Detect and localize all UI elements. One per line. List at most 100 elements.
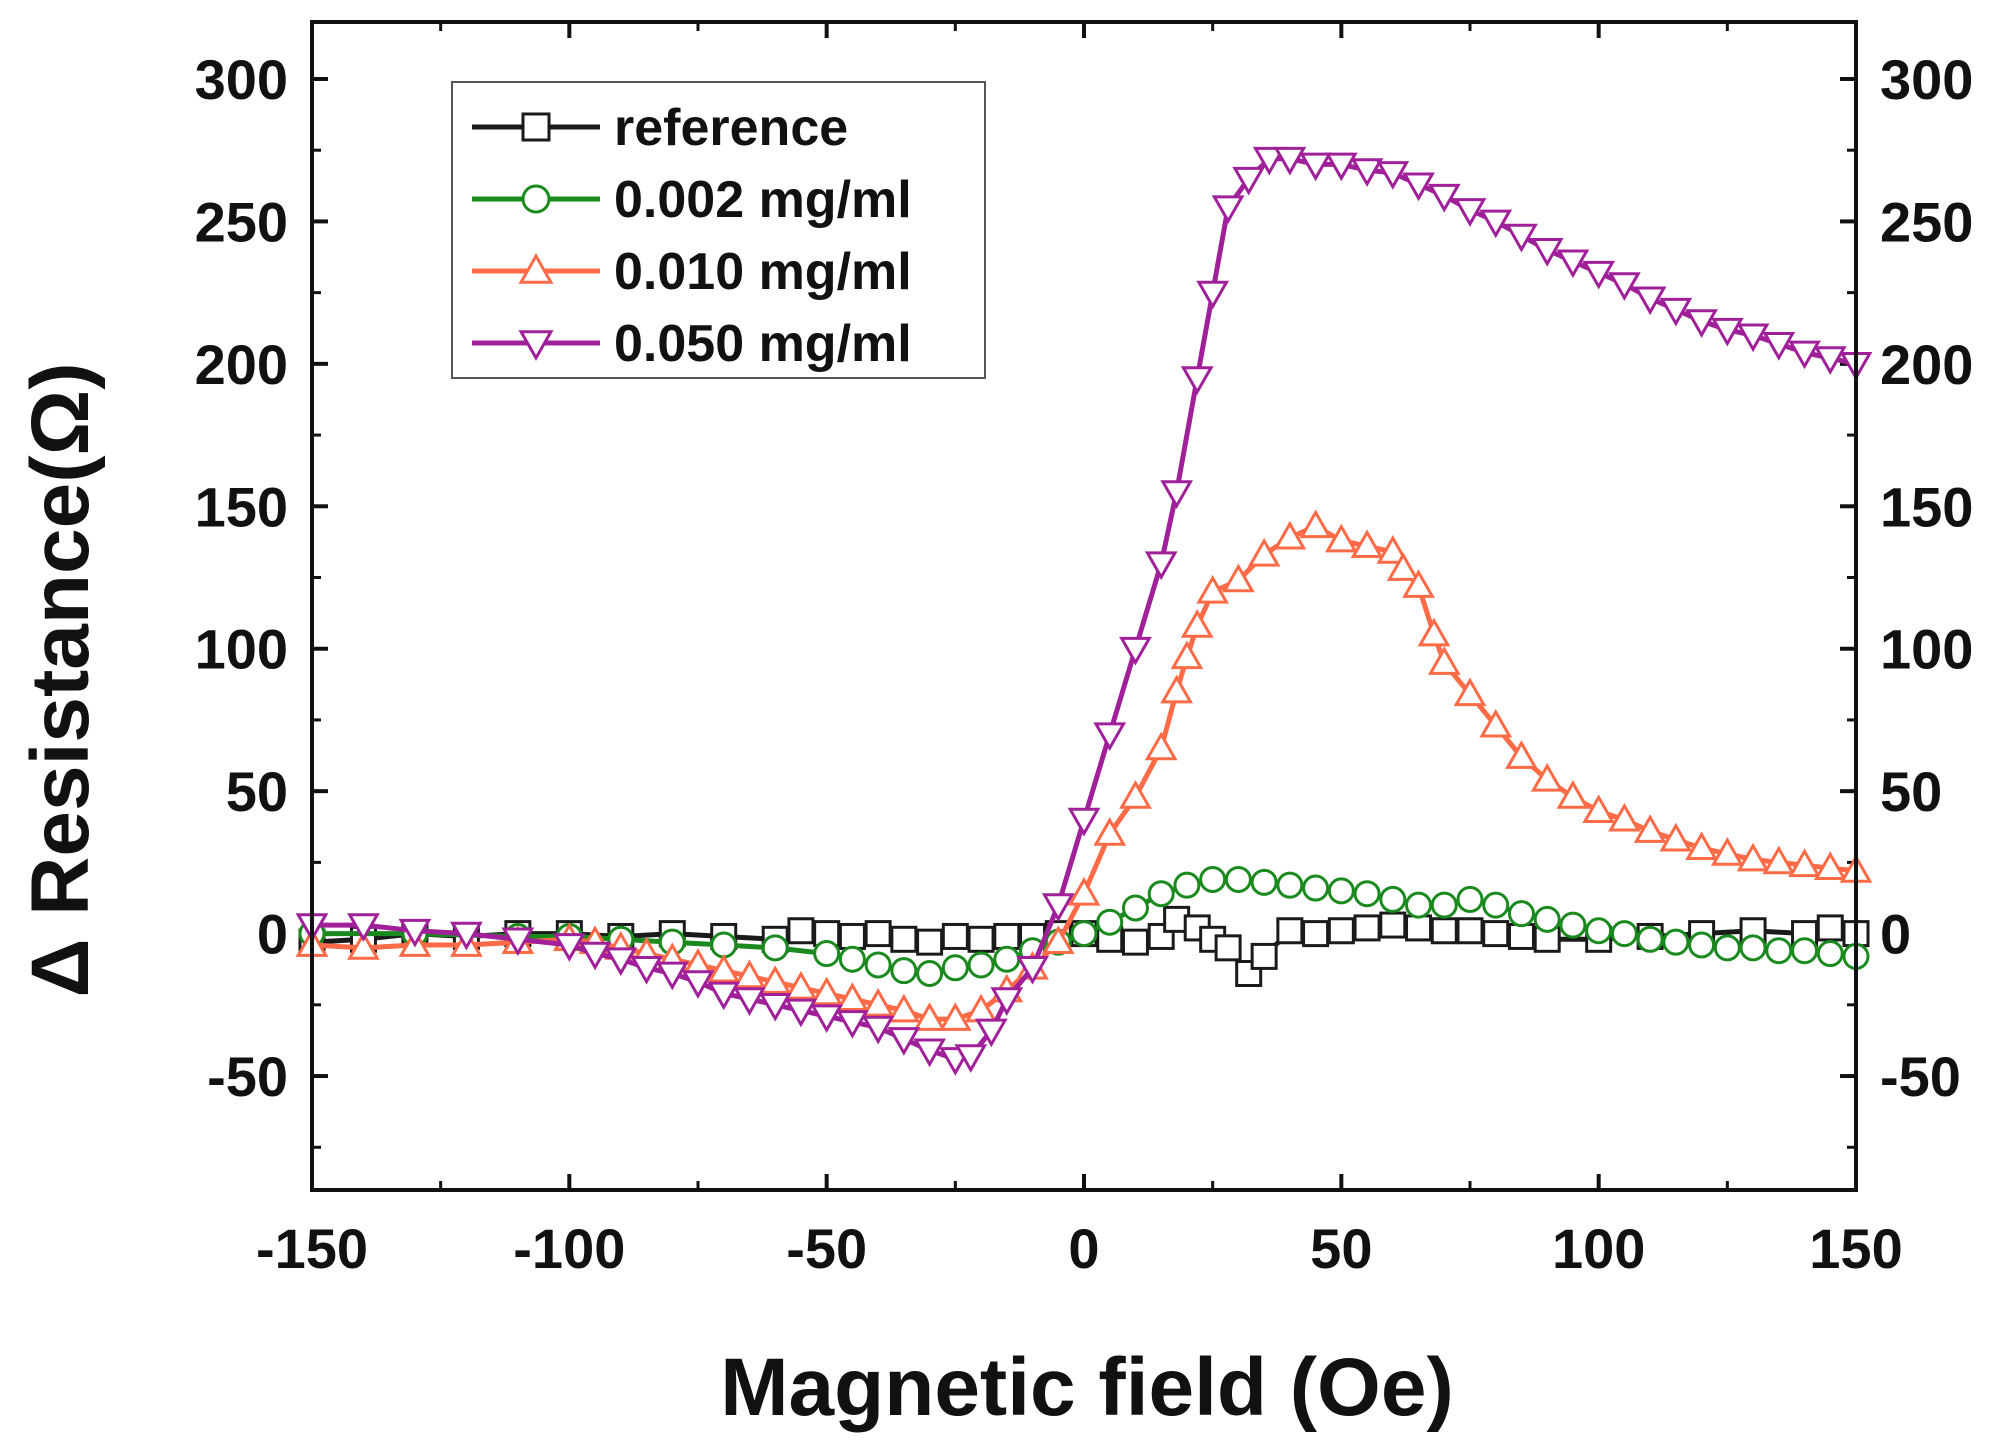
data-point bbox=[1685, 309, 1718, 338]
data-point bbox=[1327, 877, 1355, 905]
legend-marker bbox=[521, 184, 551, 214]
data-point bbox=[1353, 880, 1381, 908]
data-point bbox=[861, 988, 895, 1017]
x-tick-label: 150 bbox=[1809, 1217, 1902, 1280]
series-3 bbox=[295, 146, 1873, 1076]
data-point bbox=[1386, 552, 1420, 581]
x-tick-label: 0 bbox=[1068, 1217, 1099, 1280]
data-point bbox=[1685, 831, 1718, 860]
data-point bbox=[1350, 158, 1384, 187]
data-point bbox=[1121, 894, 1149, 922]
y-tick-label-right: 300 bbox=[1880, 48, 1973, 111]
data-point bbox=[758, 965, 792, 994]
data-point bbox=[1813, 851, 1847, 880]
data-point bbox=[1180, 366, 1214, 395]
legend-entry-1: 0.002 mg/ml bbox=[472, 171, 912, 229]
data-point bbox=[1739, 934, 1767, 962]
data-point bbox=[1659, 822, 1693, 852]
data-point bbox=[1324, 152, 1358, 182]
y-tick-label-left: -50 bbox=[207, 1045, 288, 1108]
data-point bbox=[864, 920, 892, 948]
data-point bbox=[1067, 807, 1101, 837]
data-point bbox=[861, 1015, 895, 1045]
legend-label: 0.010 mg/ml bbox=[614, 243, 912, 301]
data-point bbox=[1456, 885, 1484, 913]
data-point bbox=[1067, 876, 1101, 906]
data-point bbox=[1196, 574, 1230, 604]
data-point bbox=[1211, 195, 1245, 224]
series-2 bbox=[295, 509, 1873, 1031]
data-point bbox=[1402, 172, 1435, 202]
data-point bbox=[1710, 317, 1744, 347]
y-tick-label-left: 300 bbox=[195, 48, 288, 111]
data-point bbox=[887, 1027, 921, 1056]
data-point bbox=[864, 951, 892, 979]
data-point bbox=[1816, 940, 1844, 968]
data-point bbox=[1713, 934, 1741, 962]
y-tick-label-left: 50 bbox=[226, 760, 288, 823]
data-point bbox=[1353, 914, 1381, 942]
data-point bbox=[993, 922, 1021, 950]
data-point bbox=[1608, 802, 1641, 832]
data-point bbox=[1170, 640, 1204, 670]
data-point bbox=[604, 947, 638, 977]
data-point bbox=[1610, 920, 1638, 948]
data-point bbox=[1453, 677, 1487, 707]
data-point bbox=[1585, 917, 1613, 945]
data-point bbox=[1505, 223, 1538, 253]
data-point bbox=[450, 921, 483, 951]
data-point bbox=[1093, 722, 1127, 752]
y-tick-labels-left: -50 0 50 100 150 200 250 300 bbox=[195, 48, 288, 1108]
data-point bbox=[1762, 332, 1796, 361]
data-point bbox=[1736, 323, 1770, 353]
data-point bbox=[838, 945, 866, 973]
data-point bbox=[1788, 848, 1821, 878]
data-point bbox=[974, 1018, 1008, 1048]
data-point bbox=[1144, 551, 1178, 581]
data-point bbox=[938, 1002, 972, 1031]
data-point bbox=[1791, 937, 1819, 965]
data-point bbox=[1482, 891, 1510, 919]
plot-frame bbox=[310, 20, 1858, 1192]
data-point bbox=[1376, 161, 1410, 190]
y-tick-label-right: 200 bbox=[1880, 333, 1973, 396]
data-point bbox=[1402, 569, 1435, 598]
data-point bbox=[733, 959, 766, 989]
data-point bbox=[1662, 928, 1690, 956]
data-point bbox=[501, 927, 535, 957]
data-point bbox=[758, 992, 792, 1022]
data-point bbox=[1417, 617, 1451, 647]
data-point bbox=[347, 913, 380, 942]
data-point bbox=[990, 987, 1024, 1016]
data-point bbox=[1252, 146, 1286, 176]
data-point bbox=[1482, 920, 1510, 948]
y-tick-label-right: 150 bbox=[1880, 475, 1973, 538]
data-point bbox=[1379, 911, 1407, 939]
data-point bbox=[941, 922, 969, 950]
data-point bbox=[1232, 166, 1266, 196]
data-point bbox=[707, 953, 741, 983]
x-tick-labels: -150 -100 -50 0 50 100 150 bbox=[256, 1217, 1903, 1280]
y-tick-labels-right: -50 0 50 100 150 200 250 300 bbox=[1880, 48, 1973, 1108]
data-point bbox=[887, 993, 921, 1023]
legend-entry-2: 0.010 mg/ml bbox=[472, 243, 912, 301]
data-point bbox=[1302, 874, 1330, 902]
data-point bbox=[398, 918, 432, 948]
y-tick-label-right: -50 bbox=[1880, 1045, 1961, 1108]
data-point bbox=[810, 1004, 844, 1034]
data-point bbox=[1559, 911, 1587, 939]
data-point bbox=[787, 917, 815, 945]
data-point bbox=[967, 925, 995, 953]
data-point bbox=[1327, 917, 1355, 945]
data-point bbox=[993, 945, 1021, 973]
data-point bbox=[707, 981, 741, 1011]
data-point bbox=[1505, 740, 1538, 769]
data-point bbox=[913, 1002, 946, 1031]
data-point bbox=[784, 970, 818, 1000]
x-tick-label: -100 bbox=[513, 1217, 625, 1280]
legend-marker bbox=[521, 112, 551, 142]
data-point bbox=[1659, 297, 1693, 327]
x-tick-label: 100 bbox=[1552, 1217, 1645, 1280]
data-point bbox=[1276, 917, 1304, 945]
